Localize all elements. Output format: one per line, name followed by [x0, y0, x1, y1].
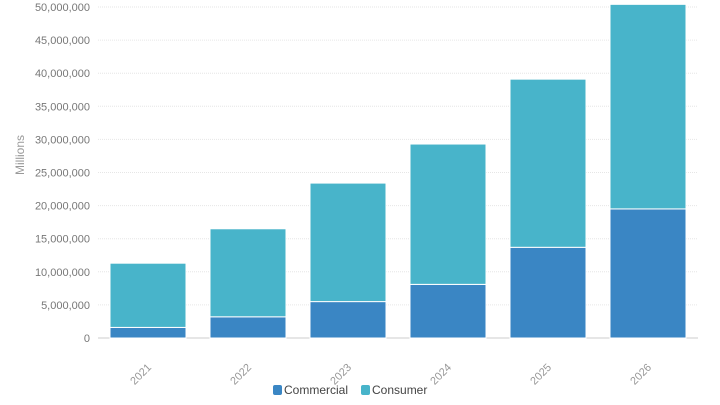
legend: Commercial Consumer: [273, 383, 427, 397]
legend-label: Consumer: [372, 383, 427, 397]
y-tick-label: 35,000,000: [35, 101, 90, 113]
bar-commercial-2023[interactable]: [309, 301, 387, 339]
bar-commercial-2026[interactable]: [609, 208, 687, 339]
legend-item-commercial[interactable]: Commercial: [273, 383, 348, 397]
bar-consumer-2026[interactable]: [609, 3, 687, 210]
bar-consumer-2025[interactable]: [509, 78, 587, 248]
x-tick-label: 2025: [528, 362, 554, 388]
legend-label: Commercial: [284, 383, 348, 397]
legend-swatch: [361, 385, 370, 395]
bar-commercial-2022[interactable]: [209, 316, 287, 339]
x-tick-label: 2024: [428, 362, 454, 388]
y-tick-label: 20,000,000: [35, 201, 90, 213]
y-axis-ticks: 0 5,000,000 10,000,000 15,000,000 20,000,000…: [35, 2, 90, 345]
legend-item-consumer[interactable]: Consumer: [361, 383, 427, 397]
bar-commercial-2024[interactable]: [409, 283, 487, 339]
bar-consumer-2022[interactable]: [209, 228, 287, 318]
y-tick-label: 50,000,000: [35, 2, 90, 14]
y-tick-label: 15,000,000: [35, 234, 90, 246]
bar-commercial-2025[interactable]: [509, 246, 587, 339]
x-tick-label: 2022: [228, 362, 254, 388]
y-tick-label: 45,000,000: [35, 35, 90, 47]
y-tick-label: 30,000,000: [35, 134, 90, 146]
y-tick-label: 25,000,000: [35, 168, 90, 180]
bar-commercial-2021[interactable]: [109, 326, 187, 339]
bar-consumer-2021[interactable]: [109, 262, 187, 328]
bars: [109, 3, 687, 339]
gridlines: [98, 6, 698, 339]
y-tick-label: 10,000,000: [35, 267, 90, 279]
y-tick-label: 40,000,000: [35, 68, 90, 80]
x-tick-label: 2021: [128, 362, 154, 388]
x-tick-label: 2026: [628, 362, 654, 388]
bar-consumer-2024[interactable]: [409, 143, 487, 285]
y-axis-title: Millions: [13, 135, 27, 175]
bar-consumer-2023[interactable]: [309, 182, 387, 303]
y-tick-label: 5,000,000: [41, 300, 90, 312]
y-tick-label: 0: [84, 333, 90, 345]
legend-swatch: [273, 385, 282, 395]
